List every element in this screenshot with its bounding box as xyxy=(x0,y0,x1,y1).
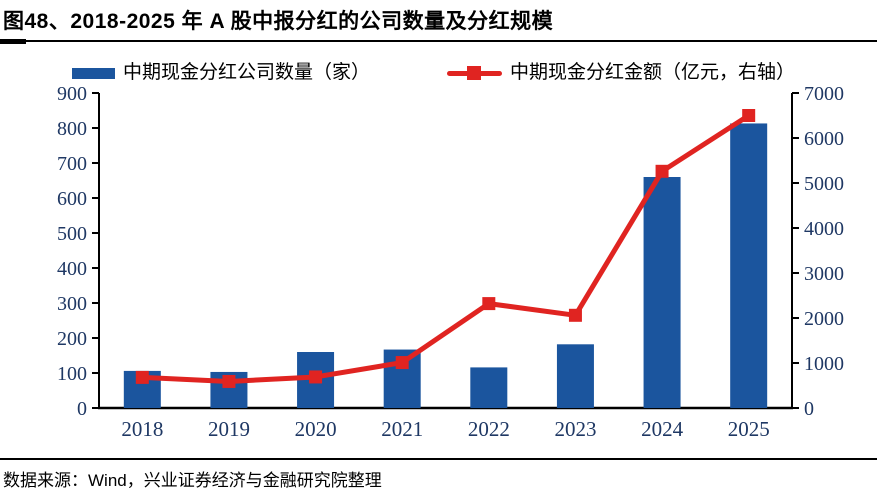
left-axis-tick-label: 500 xyxy=(57,223,87,245)
chart-svg: 0 100 200 300 400 500 600 700 800 900 0 1000 2000 300… xyxy=(57,83,844,441)
legend-item-bar-series: 中期现金分红公司数量（家） xyxy=(72,62,370,84)
line-marker-2021 xyxy=(395,356,409,370)
left-axis-tick-label: 100 xyxy=(57,363,87,385)
line-marker-2018 xyxy=(135,370,149,384)
line-marker-2020 xyxy=(309,370,323,384)
right-axis-tick-label: 2000 xyxy=(804,308,844,330)
title-divider-line xyxy=(0,40,877,42)
line-swatch-marker xyxy=(467,66,481,80)
left-axis-tick-label: 800 xyxy=(57,118,87,140)
line-marker-2023 xyxy=(568,308,582,322)
x-axis-label-2025: 2025 xyxy=(728,417,770,441)
x-axis-label-2023: 2023 xyxy=(554,417,596,441)
right-axis-tick-label: 3000 xyxy=(804,263,844,285)
bar-series-swatch xyxy=(72,67,115,79)
line-series-swatch xyxy=(447,65,502,81)
right-axis-tick-label: 5000 xyxy=(804,173,844,195)
data-source-note: 数据来源：Wind，兴业证券经济与金融研究院整理 xyxy=(3,471,382,490)
right-axis-tick-label: 6000 xyxy=(804,128,844,150)
right-axis-tick-label: 0 xyxy=(804,398,814,420)
bar-2025 xyxy=(730,123,768,408)
line-marker-2022 xyxy=(482,297,496,311)
left-axis-tick-label: 700 xyxy=(57,153,87,175)
left-axis-tick-label: 900 xyxy=(57,83,87,105)
right-axis-tick-label: 1000 xyxy=(804,353,844,375)
left-axis-tick-label: 0 xyxy=(77,398,87,420)
x-axis-label-2020: 2020 xyxy=(295,417,337,441)
left-axis-tick-label: 400 xyxy=(57,258,87,280)
legend-item-line-series: 中期现金分红金额（亿元，右轴） xyxy=(447,62,795,84)
line-series-path xyxy=(139,113,752,384)
bar-2024 xyxy=(643,177,681,408)
right-axis-tick-label: 4000 xyxy=(804,218,844,240)
bar-2023 xyxy=(556,344,594,408)
bar-series-label: 中期现金分红公司数量（家） xyxy=(123,62,371,83)
right-axis-tick-label: 7000 xyxy=(804,83,844,105)
line-marker-2019 xyxy=(222,374,236,388)
left-axis-tick-label: 600 xyxy=(57,188,87,210)
bar-2022 xyxy=(470,367,508,408)
line-marker-2025 xyxy=(742,109,756,122)
line-marker-2024 xyxy=(655,164,669,178)
x-axis-label-2024: 2024 xyxy=(641,417,684,441)
line-series-label: 中期现金分红金额（亿元，右轴） xyxy=(510,62,796,83)
x-axis-label-2018: 2018 xyxy=(121,417,163,441)
left-axis-tick-label: 300 xyxy=(57,293,87,315)
x-axis-label-2019: 2019 xyxy=(208,417,250,441)
left-axis-tick-label: 200 xyxy=(57,328,87,350)
x-axis-label-2021: 2021 xyxy=(381,417,423,441)
footer-divider-line xyxy=(0,458,877,460)
figure-title: 图48、2018-2025 年 A 股中报分红的公司数量及分红规模 xyxy=(3,10,554,33)
title-divider-accent xyxy=(0,39,26,44)
x-axis-label-2022: 2022 xyxy=(468,417,510,441)
